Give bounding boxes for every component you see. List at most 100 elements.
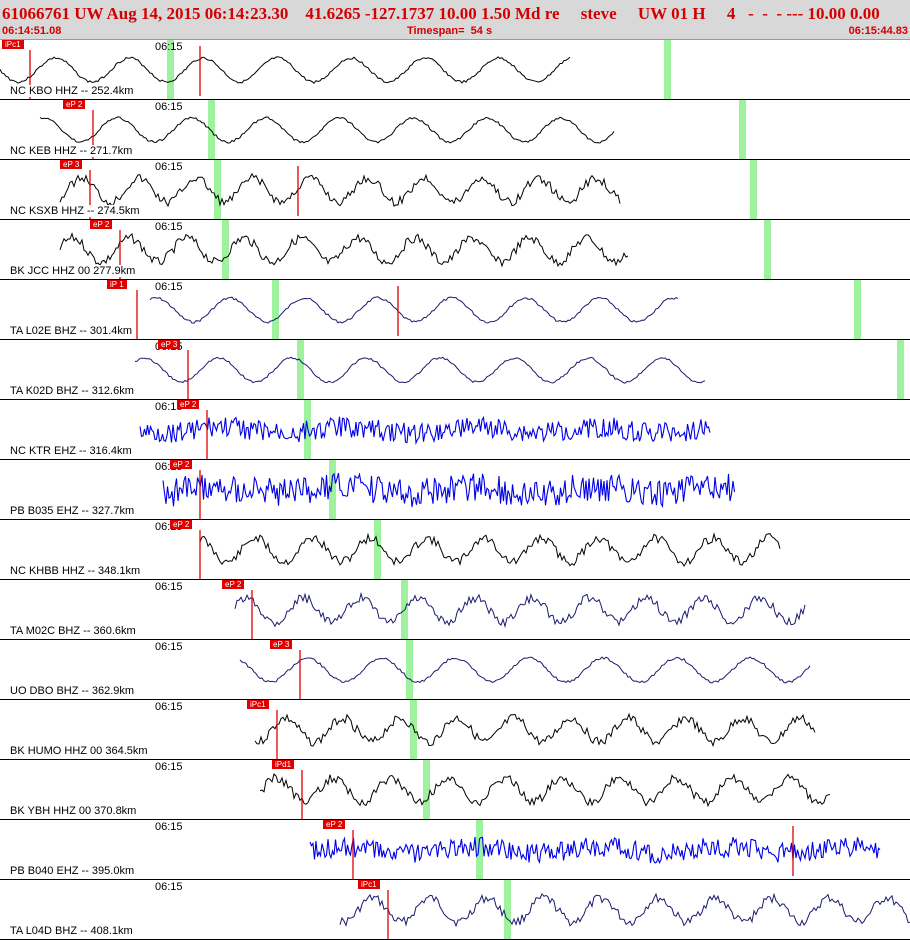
theoretical-arrival-marker: [750, 160, 757, 219]
time-tick-label: 06:15: [155, 701, 183, 713]
window-start-time: 06:14:51.08: [2, 25, 62, 37]
phase-pick-label[interactable]: iP 1: [107, 280, 127, 289]
waveform-canvas: [259, 760, 831, 819]
time-tick-label: 06:15: [155, 161, 183, 173]
trace-panel[interactable]: 06:15 eP 2 TA M02C BHZ -- 360.6km: [0, 580, 910, 640]
station-channel-label: BK JCC HHZ 00 277.9km: [10, 265, 136, 277]
station-channel-label: NC KHBB HHZ -- 348.1km: [10, 565, 141, 577]
phase-pick-label[interactable]: eP 2: [177, 400, 200, 409]
station-channel-label: NC KEB HHZ -- 271.7km: [10, 145, 133, 157]
phase-pick-label[interactable]: eP 2: [170, 520, 193, 529]
time-tick-label: 06:15: [155, 761, 183, 773]
station-channel-label: TA K02D BHZ -- 312.6km: [10, 385, 134, 397]
waveform-canvas: [135, 340, 904, 399]
waveform-canvas: [339, 880, 910, 939]
theoretical-arrival-marker: [374, 520, 381, 579]
waveform-trace: [162, 472, 736, 509]
waveform-trace: [259, 773, 831, 808]
waveform-canvas: [239, 640, 811, 699]
trace-panel[interactable]: 06:15 iPc1 BK HUMO HHZ 00 364.5km: [0, 700, 910, 760]
phase-pick-label[interactable]: eP 3: [158, 340, 181, 349]
phase-pick-label[interactable]: iPc1: [247, 700, 269, 709]
phase-pick-label[interactable]: iPd1: [272, 760, 295, 769]
phase-pick-label[interactable]: eP 3: [270, 640, 293, 649]
trace-panel[interactable]: 06:15 eP 2 BK JCC HHZ 00 277.9km: [0, 220, 910, 280]
trace-panel[interactable]: 06:15 iPc1 NC KBO HHZ -- 252.4km: [0, 40, 910, 100]
waveform-trace: [59, 232, 629, 268]
event-info-title: 61066761 UW Aug 14, 2015 06:14:23.30 41.…: [2, 4, 880, 23]
theoretical-arrival-marker: [739, 100, 746, 159]
station-channel-label: TA L02E BHZ -- 301.4km: [10, 325, 133, 337]
theoretical-arrival-marker: [214, 160, 221, 219]
theoretical-arrival-marker: [410, 700, 417, 759]
waveform-canvas: [199, 520, 781, 579]
waveform-canvas: [309, 820, 881, 879]
station-channel-label: BK HUMO HHZ 00 364.5km: [10, 745, 148, 757]
time-tick-label: 06:15: [155, 221, 183, 233]
station-channel-label: TA L04D BHZ -- 408.1km: [10, 925, 133, 937]
waveform-canvas: [39, 100, 746, 159]
theoretical-arrival-marker: [423, 760, 430, 819]
trace-panel[interactable]: 06:15 eP 2 NC KEB HHZ -- 271.7km: [0, 100, 910, 160]
phase-pick-label[interactable]: iPc1: [2, 40, 24, 49]
theoretical-arrival-marker: [664, 40, 671, 99]
theoretical-arrival-marker: [167, 40, 174, 99]
station-channel-label: UO DBO BHZ -- 362.9km: [10, 685, 135, 697]
seismogram-panels: 06:15 iPc1 NC KBO HHZ -- 252.4km 06:15 eP 2 N…: [0, 40, 910, 940]
station-channel-label: NC KBO HHZ -- 252.4km: [10, 85, 134, 97]
phase-pick-label[interactable]: eP 2: [222, 580, 245, 589]
waveform-trace: [139, 415, 711, 445]
trace-panel[interactable]: 06:15 eP 2 PB B040 EHZ -- 395.0km: [0, 820, 910, 880]
trace-panel[interactable]: 06:15 iP 1 TA L02E BHZ -- 301.4km: [0, 280, 910, 340]
waveform-trace: [234, 591, 806, 629]
station-channel-label: NC KTR EHZ -- 316.4km: [10, 445, 132, 457]
waveform-canvas: [136, 280, 861, 339]
time-tick-label: 06:15: [155, 101, 183, 113]
waveform-trace: [199, 532, 781, 567]
phase-pick-label[interactable]: iPc1: [358, 880, 380, 889]
waveform-canvas: [0, 40, 671, 99]
waveform-trace: [239, 656, 811, 684]
timespan-label: Timespan= 54 s: [407, 25, 493, 37]
waveform-trace: [309, 836, 881, 865]
trace-panel[interactable]: 06:15 iPc1 TA L04D BHZ -- 408.1km: [0, 880, 910, 940]
waveform-canvas: [162, 460, 736, 519]
trace-panel[interactable]: 06:15 eP 2 PB B035 EHZ -- 327.7km: [0, 460, 910, 520]
trace-panel[interactable]: 06:15 iPd1 BK YBH HHZ 00 370.8km: [0, 760, 910, 820]
trace-panel[interactable]: 06:15 eP 3 UO DBO BHZ -- 362.9km: [0, 640, 910, 700]
station-channel-label: BK YBH HHZ 00 370.8km: [10, 805, 137, 817]
theoretical-arrival-marker: [764, 220, 771, 279]
time-tick-label: 06:15: [155, 881, 183, 893]
phase-pick-label[interactable]: eP 2: [90, 220, 113, 229]
time-tick-label: 06:15: [155, 41, 183, 53]
trace-panel[interactable]: 06:15 eP 3 NC KSXB HHZ -- 274.5km: [0, 160, 910, 220]
header-bar: 61066761 UW Aug 14, 2015 06:14:23.30 41.…: [0, 0, 910, 40]
phase-pick-label[interactable]: eP 2: [323, 820, 346, 829]
station-channel-label: TA M02C BHZ -- 360.6km: [10, 625, 136, 637]
theoretical-arrival-marker: [897, 340, 904, 399]
trace-panel[interactable]: 06:15 eP 2 NC KHBB HHZ -- 348.1km: [0, 520, 910, 580]
time-tick-label: 06:15: [155, 581, 183, 593]
waveform-canvas: [234, 580, 806, 639]
phase-pick-label[interactable]: eP 2: [170, 460, 193, 469]
phase-pick-label[interactable]: eP 2: [63, 100, 86, 109]
waveform-trace: [149, 296, 679, 324]
theoretical-arrival-marker: [854, 280, 861, 339]
station-channel-label: PB B040 EHZ -- 395.0km: [10, 865, 135, 877]
time-tick-label: 06:15: [155, 281, 183, 293]
theoretical-arrival-marker: [304, 400, 311, 459]
theoretical-arrival-marker: [272, 280, 279, 339]
waveform-trace: [135, 356, 706, 384]
time-tick-label: 06:15: [155, 821, 183, 833]
theoretical-arrival-marker: [208, 100, 215, 159]
theoretical-arrival-marker: [406, 640, 413, 699]
station-channel-label: NC KSXB HHZ -- 274.5km: [10, 205, 140, 217]
waveform-trace: [39, 116, 615, 144]
theoretical-arrival-marker: [504, 880, 511, 939]
waveform-canvas: [254, 700, 816, 759]
trace-panel[interactable]: 06:15 eP 2 NC KTR EHZ -- 316.4km: [0, 400, 910, 460]
phase-pick-label[interactable]: eP 3: [60, 160, 83, 169]
time-tick-label: 06:15: [155, 641, 183, 653]
station-channel-label: PB B035 EHZ -- 327.7km: [10, 505, 135, 517]
